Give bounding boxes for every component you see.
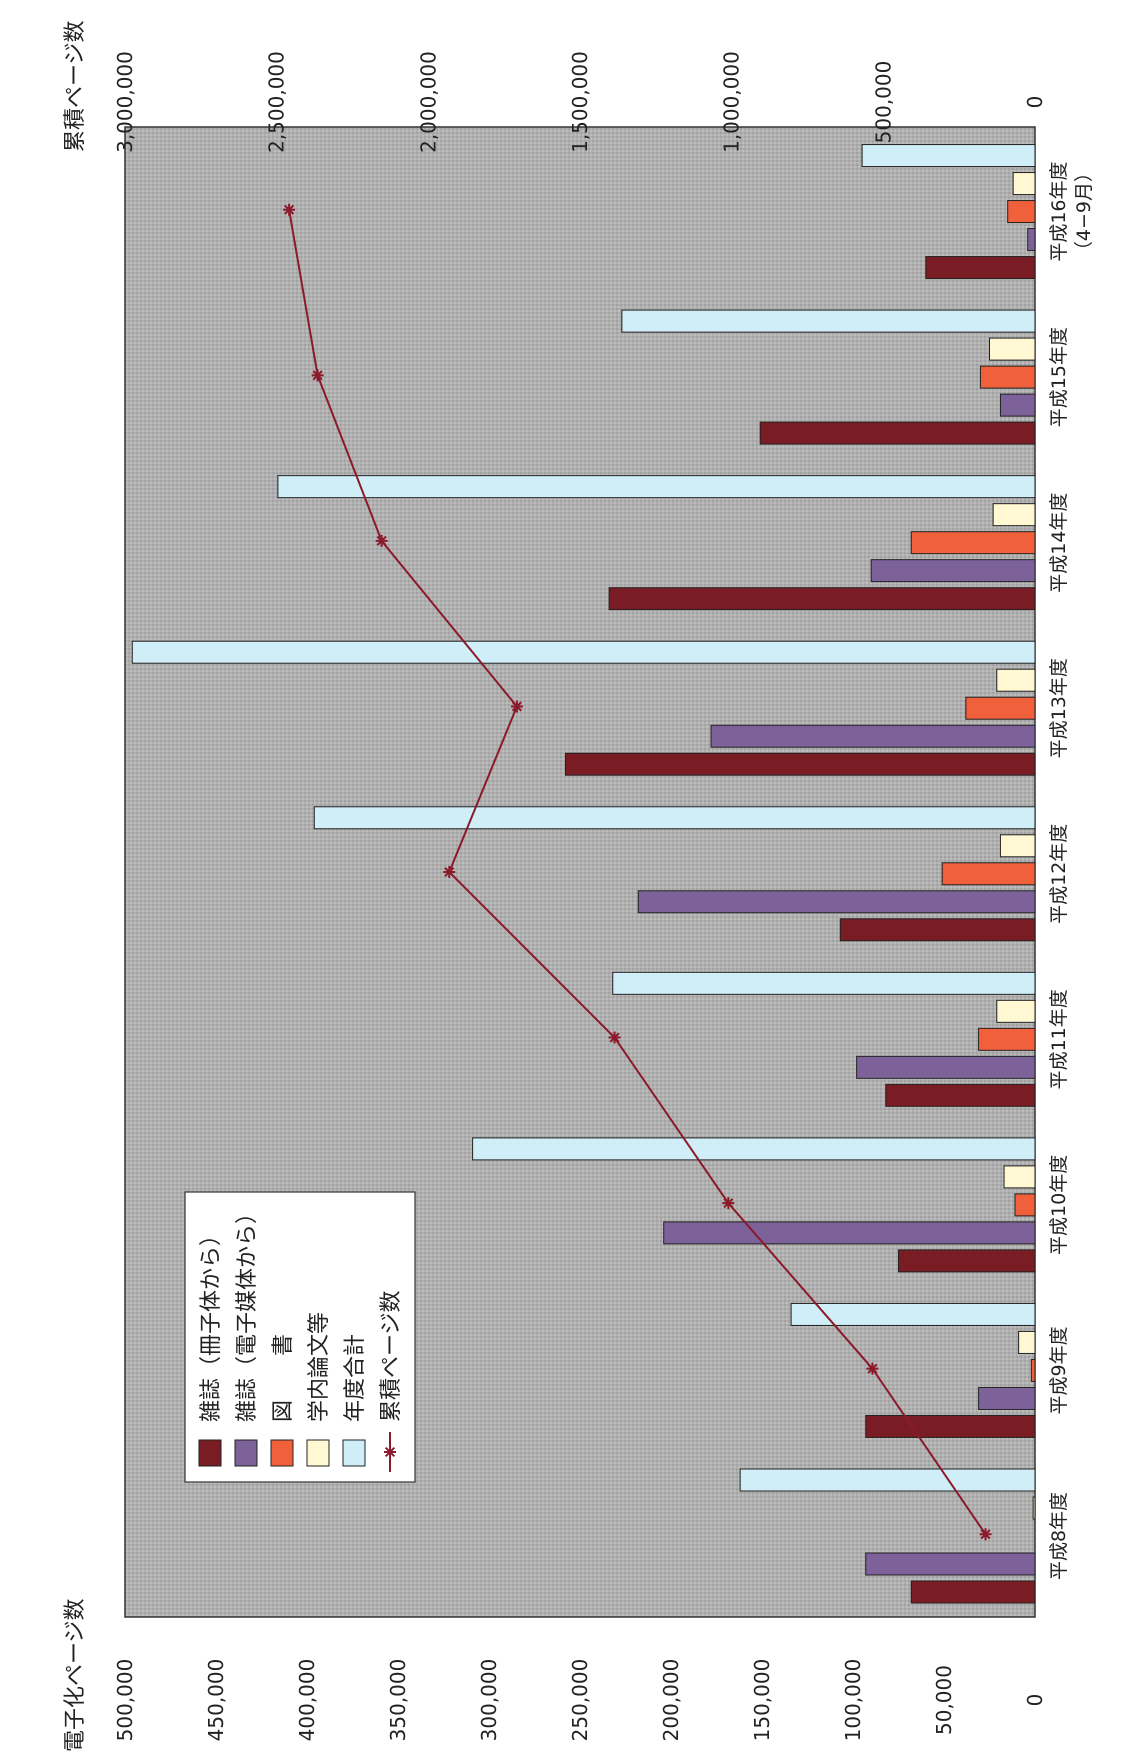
bar: [910, 531, 1036, 555]
bar: [978, 1027, 1036, 1051]
cumulative-marker: [510, 700, 523, 713]
x-category-label: 平成15年度: [1048, 327, 1070, 427]
y-left-tick-label: 300,000: [477, 1659, 501, 1742]
y-left-tick-label: 400,000: [295, 1659, 319, 1742]
bar: [1030, 1358, 1036, 1382]
cumulative-marker: [979, 1528, 992, 1541]
legend-swatch: [306, 1439, 330, 1467]
cumulative-marker: [283, 203, 296, 216]
legend-swatch: [342, 1439, 366, 1467]
y-left-tick-label: 500,000: [113, 1659, 137, 1742]
bar: [277, 475, 1036, 499]
bar: [992, 503, 1036, 527]
y-left-tick-label: 350,000: [386, 1659, 410, 1742]
bar: [910, 1580, 1036, 1604]
left-axis-title: 電子化ページ数: [63, 1598, 88, 1752]
y-left-tick-label: 0: [1023, 1694, 1047, 1707]
right-axis-title: 累積ページ数: [63, 20, 88, 152]
y-right-tick-label: 1,000,000: [720, 51, 744, 153]
legend-label: 雑誌（電子媒体から）: [235, 1202, 260, 1422]
bar: [965, 696, 1036, 720]
x-category-label: 平成11年度: [1048, 989, 1070, 1089]
bar: [898, 1249, 1036, 1273]
y-left-tick-label: 100,000: [841, 1659, 865, 1742]
cumulative-marker: [311, 369, 324, 382]
y-left-tick-label: 50,000: [932, 1665, 956, 1735]
bar: [1003, 1165, 1036, 1189]
bar: [978, 1386, 1036, 1410]
y-left-tick-label: 450,000: [204, 1659, 228, 1742]
legend-label: 累積ページ数: [379, 1290, 404, 1422]
x-category-label: 平成8年度: [1048, 1492, 1070, 1580]
cumulative-marker: [608, 1031, 621, 1044]
cumulative-marker: [443, 866, 456, 878]
bar: [1032, 1496, 1036, 1520]
bar: [1012, 172, 1036, 196]
legend-label: 学内論文等: [307, 1312, 332, 1422]
y-left-tick-label: 150,000: [750, 1659, 774, 1742]
bar: [131, 640, 1036, 664]
x-category-label: 平成13年度: [1048, 658, 1070, 758]
cumulative-marker: [866, 1362, 879, 1375]
x-category-sublabel: （4−9月）: [1073, 163, 1095, 260]
bar: [979, 365, 1036, 389]
y-right-tick-label: 500,000: [871, 61, 895, 144]
bar: [861, 144, 1036, 168]
bar: [865, 1414, 1036, 1438]
bar: [612, 971, 1036, 995]
bar: [989, 337, 1036, 361]
x-category-label: 平成16年度: [1048, 161, 1070, 261]
y-right-tick-label: 2,500,000: [265, 51, 289, 153]
bar: [996, 999, 1036, 1023]
y-left-tick-label: 250,000: [568, 1659, 592, 1742]
bar: [564, 752, 1036, 776]
legend-label: 年度合計: [343, 1334, 368, 1422]
bar: [1018, 1330, 1036, 1354]
y-right-tick-label: 0: [1023, 96, 1047, 109]
legend-swatch: [270, 1439, 294, 1467]
bar: [621, 309, 1036, 333]
bar: [839, 918, 1036, 942]
bar: [996, 668, 1036, 692]
bar: [1007, 200, 1036, 224]
bar: [941, 862, 1036, 886]
bar: [925, 256, 1036, 280]
bar: [865, 1552, 1036, 1576]
bar: [999, 393, 1036, 417]
bar: [637, 890, 1036, 914]
legend-label: 雑誌（冊子体から）: [199, 1224, 224, 1422]
legend-swatch: [198, 1439, 222, 1467]
bar: [313, 806, 1036, 830]
legend-box: [184, 1191, 416, 1483]
bar: [870, 559, 1036, 583]
y-right-tick-label: 1,500,000: [568, 51, 592, 153]
bar: [999, 834, 1036, 858]
cumulative-marker: [375, 534, 388, 547]
legend-marker: [384, 1446, 396, 1458]
y-right-tick-label: 2,000,000: [416, 51, 440, 153]
x-category-label: 平成9年度: [1048, 1326, 1070, 1414]
bar: [739, 1468, 1036, 1492]
x-category-label: 平成10年度: [1048, 1155, 1070, 1255]
cumulative-marker: [722, 1197, 735, 1210]
bar: [790, 1302, 1036, 1326]
bar: [608, 587, 1036, 611]
bar: [759, 421, 1036, 445]
x-category-label: 平成14年度: [1048, 493, 1070, 593]
y-left-tick-label: 200,000: [659, 1659, 683, 1742]
x-category-label: 平成12年度: [1048, 824, 1070, 924]
legend: 雑誌（冊子体から） 雑誌（電子媒体から） 図 書学内論文等 年度合計 累積ページ数: [184, 1191, 416, 1483]
bar: [885, 1083, 1036, 1107]
bar: [472, 1137, 1036, 1161]
bar: [856, 1055, 1036, 1079]
bar: [710, 724, 1036, 748]
legend-label: 図 書: [271, 1334, 296, 1422]
y-right-tick-label: 3,000,000: [113, 51, 137, 153]
bar: [1027, 228, 1036, 252]
bar: [663, 1221, 1036, 1245]
legend-swatch: [234, 1439, 258, 1467]
bar: [1014, 1193, 1036, 1217]
